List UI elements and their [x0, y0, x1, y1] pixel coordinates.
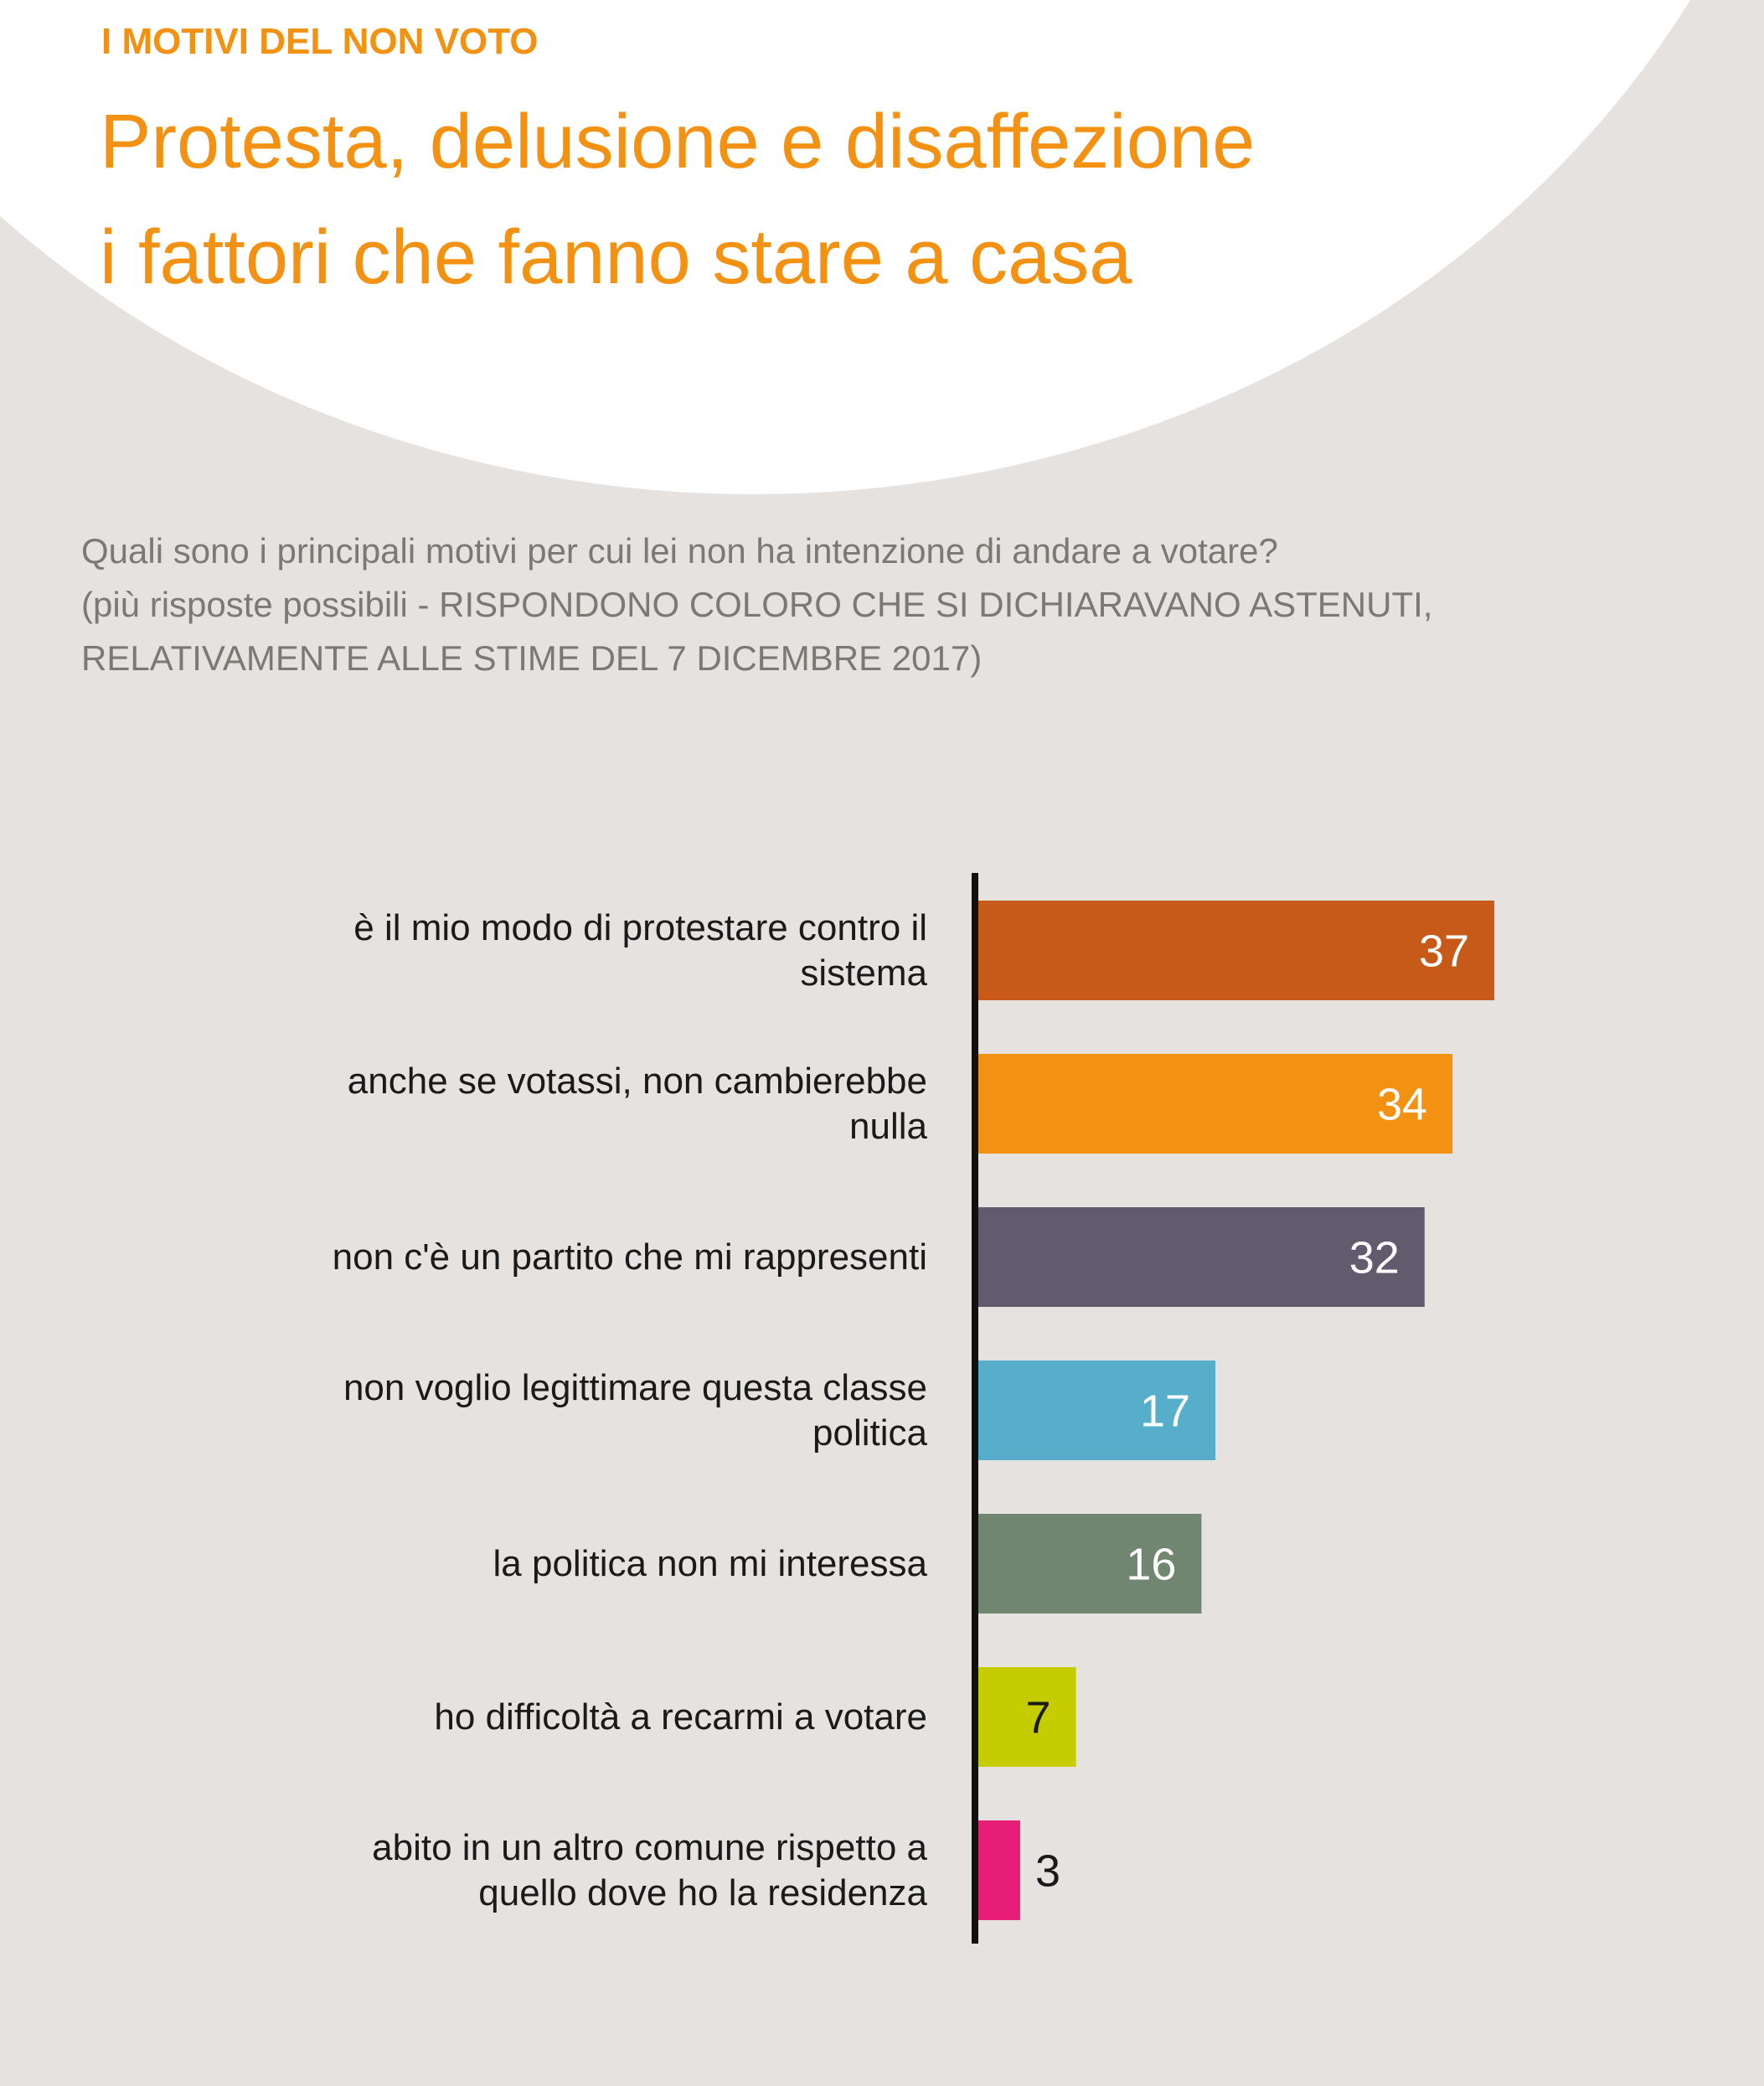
category-label: non c'è un partito che mi rappresenti [332, 1236, 927, 1278]
category-label: non voglio legittimare questa classe pol… [343, 1366, 927, 1453]
subtitle-line: RELATIVAMENTE ALLE STIME DEL 7 DICEMBRE … [81, 638, 982, 678]
bar [978, 1667, 1076, 1767]
value-label: 17 [1140, 1386, 1190, 1437]
value-label: 34 [1377, 1080, 1427, 1130]
value-label: 32 [1349, 1233, 1400, 1283]
value-label: 7 [1026, 1693, 1051, 1743]
subtitle-line: (più risposte possibili - RISPONDONO COL… [81, 585, 1432, 624]
value-label: 3 [1035, 1846, 1060, 1897]
category-label: abito in un altro comune rispetto a quel… [372, 1826, 927, 1913]
category-label: è il mio modo di protestare contro il si… [353, 906, 927, 994]
bar [978, 901, 1495, 1000]
title-line: Protesta, delusione e disaffezione [100, 99, 1255, 184]
header-shape [0, 0, 1690, 494]
bar [978, 1361, 1216, 1460]
title-line: i fattori che fanno stare a casa [100, 214, 1132, 300]
bar [978, 1054, 1453, 1154]
bar [978, 1207, 1425, 1307]
bar [978, 1514, 1202, 1614]
category-label: anche se votassi, non cambierebbe nulla [347, 1060, 927, 1147]
subtitle-line: Quali sono i principali motivi per cui l… [81, 531, 1278, 571]
category-label: la politica non mi interessa [493, 1542, 927, 1584]
value-label: 16 [1126, 1540, 1176, 1590]
value-label: 37 [1419, 927, 1469, 977]
bar [978, 1820, 1020, 1920]
category-label: ho difficoltà a recarmi a votare [434, 1696, 927, 1737]
kicker: I MOTIVI DEL NON VOTO [101, 21, 539, 62]
